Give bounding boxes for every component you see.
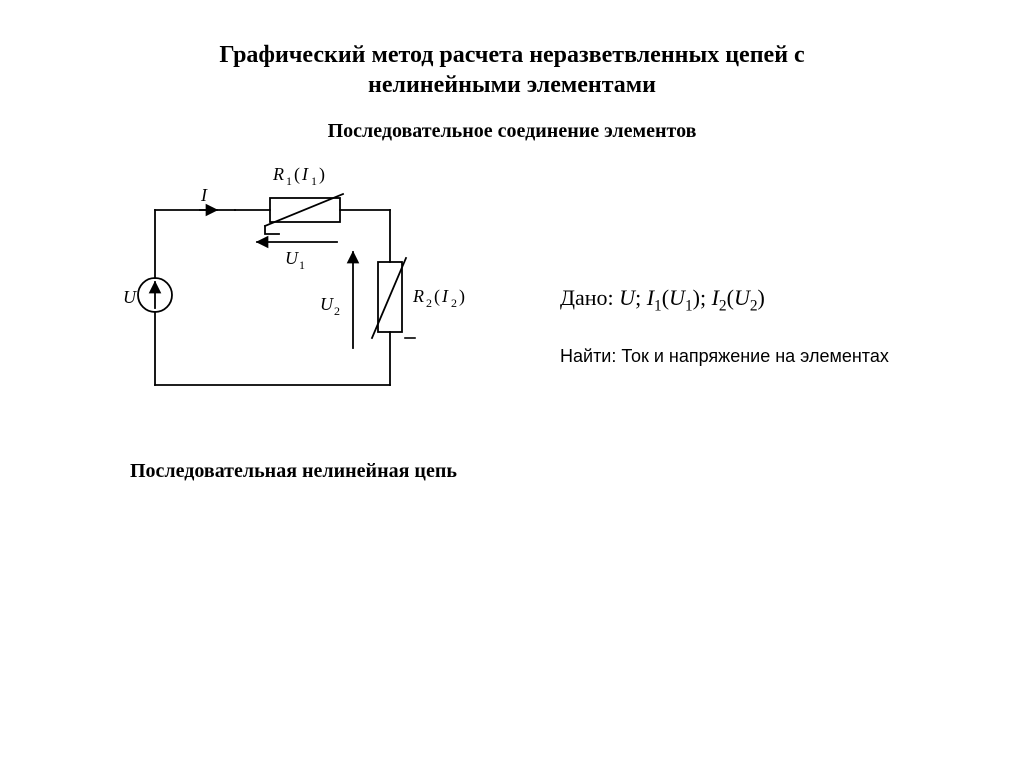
given-sep1: ; [635,285,647,310]
given-U1-sub: 1 [685,297,693,314]
page: Графический метод расчета неразветвленны… [0,0,1024,767]
label-U2: U 2 [320,294,340,318]
label-R1: R 1 ( I 1 ) [272,164,325,188]
svg-text:1: 1 [311,174,317,188]
given-sep2: ; [700,285,712,310]
circuit-diagram: I U R 1 ( I 1 ) U 1 U 2 [115,160,475,420]
given-close2: ) [758,285,765,310]
circuit-caption: Последовательная нелинейная цепь [130,460,457,483]
given-close1: ) [693,285,700,310]
svg-text:2: 2 [426,296,432,310]
given-block: Дано: U; I1(U1); I2(U2) [560,285,765,315]
page-title: Графический метод расчета неразветвленны… [0,40,1024,100]
label-I: I [200,185,208,205]
svg-text:): ) [319,164,325,185]
title-line-1: Графический метод расчета неразветвленны… [219,42,804,68]
label-U: U [123,287,137,307]
svg-text:): ) [459,286,465,307]
svg-text:2: 2 [451,296,457,310]
given-I1-sub: 1 [654,297,662,314]
find-block: Найти: Ток и напряжение на элементах [560,345,920,368]
given-U2: U [734,285,750,310]
caption-text: Последовательная нелинейная цепь [130,460,457,482]
svg-text:I: I [301,164,309,184]
svg-text:1: 1 [299,258,305,272]
svg-text:2: 2 [334,304,340,318]
svg-text:R: R [272,164,284,184]
svg-text:I: I [441,286,449,306]
svg-text:1: 1 [286,174,292,188]
svg-text:R: R [412,286,424,306]
given-I2-sub: 2 [719,297,727,314]
given-I2: I [712,285,719,310]
given-U: U [619,285,635,310]
subtitle: Последовательное соединение элементов [0,120,1024,143]
given-U2-sub: 2 [750,297,758,314]
svg-text:U: U [320,294,334,314]
given-open2: ( [727,285,734,310]
label-U1: U 1 [285,248,305,272]
title-line-2: нелинейными элементами [368,72,656,98]
find-text: Найти: Ток и напряжение на элементах [560,346,889,366]
given-I1: I [647,285,654,310]
given-open1: ( [662,285,669,310]
svg-text:(: ( [434,286,440,307]
given-prefix: Дано: [560,285,619,310]
label-R2: R 2 ( I 2 ) [412,286,465,310]
subtitle-text: Последовательное соединение элементов [328,120,697,142]
given-U1: U [669,285,685,310]
svg-text:(: ( [294,164,300,185]
svg-text:U: U [285,248,299,268]
